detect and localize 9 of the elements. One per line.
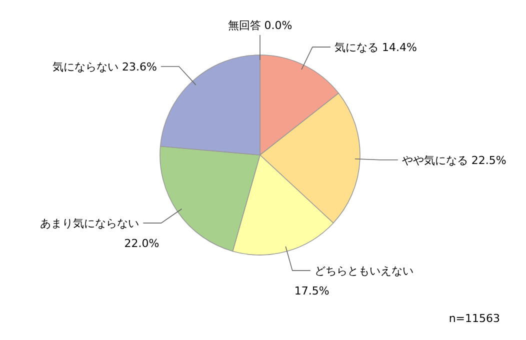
slice-label: あまり気にならない [40,217,140,230]
slice-label: どちらともいえない [314,264,414,278]
slice-label: 気になる 14.4% [334,41,417,54]
text: n=11563 [448,312,500,325]
data-label: 17.5% [294,284,330,298]
slice-label: やや気になる 22.5% [402,154,506,167]
data-label: 22.0% [124,237,160,250]
category-label: 無回答 0.0% [228,19,292,32]
slice-label: 気にならない 23.6% [52,60,157,74]
